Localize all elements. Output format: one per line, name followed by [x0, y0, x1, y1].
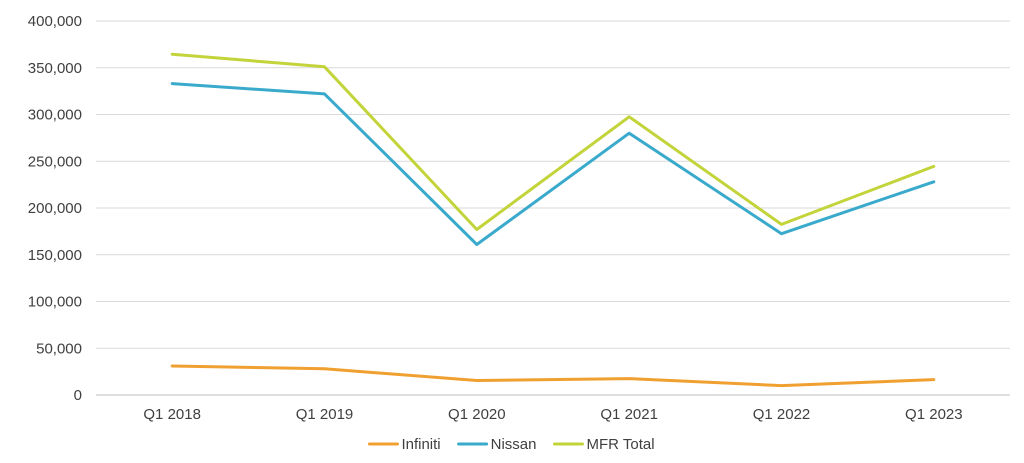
y-tick-label: 300,000: [28, 107, 82, 124]
legend: Infiniti Nissan MFR Total: [367, 436, 655, 453]
y-tick-label: 50,000: [36, 340, 82, 357]
y-tick-label: 400,000: [28, 13, 82, 30]
legend-label: Infiniti: [401, 436, 440, 453]
x-tick-label: Q1 2021: [600, 406, 658, 423]
x-tick-label: Q1 2022: [753, 406, 811, 423]
series-line-nissan: [170, 82, 936, 246]
legend-label: Nissan: [491, 436, 537, 453]
y-tick-label: 150,000: [28, 247, 82, 264]
x-axis-tick-labels: Q1 2018 Q1 2019 Q1 2020 Q1 2021 Q1 2022 Q1 20…: [143, 406, 962, 423]
gridlines: [96, 20, 1010, 396]
x-tick-label: Q1 2023: [905, 406, 963, 423]
x-tick-label: Q1 2018: [143, 406, 201, 423]
y-tick-label: 0: [74, 387, 82, 404]
y-axis-tick-labels: 0 50,000 100,000 150,000 200,000 250,000 300,0…: [28, 13, 82, 404]
legend-label: MFR Total: [586, 436, 654, 453]
x-tick-label: Q1 2019: [296, 406, 354, 423]
y-tick-label: 200,000: [28, 200, 82, 217]
y-tick-label: 250,000: [28, 153, 82, 170]
y-tick-label: 100,000: [28, 294, 82, 311]
series-line-mfr-total: [170, 52, 936, 231]
y-tick-label: 350,000: [28, 60, 82, 77]
x-tick-label: Q1 2020: [448, 406, 506, 423]
series-lines: [170, 52, 936, 388]
series-line-infiniti: [170, 364, 936, 388]
